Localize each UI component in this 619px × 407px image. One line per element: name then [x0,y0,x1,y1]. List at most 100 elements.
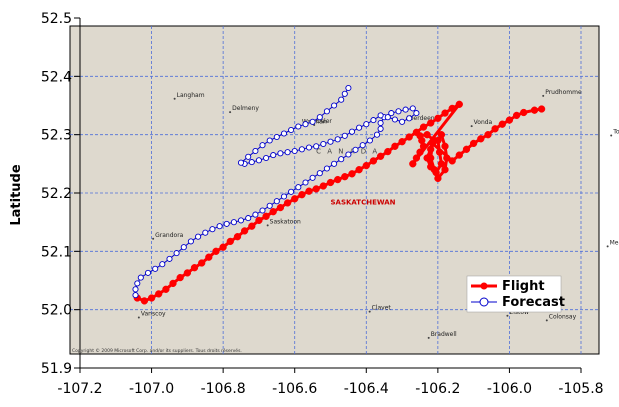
legend-label-flight: Flight [502,279,545,294]
map-place-dot [173,97,176,100]
data-point-forecast [395,108,402,115]
map-place-dot [266,224,269,227]
data-point-forecast [266,202,273,209]
data-point-forecast [399,118,406,125]
x-tick-label: -107.2 [57,381,102,397]
data-point-forecast [331,102,338,109]
data-point-forecast [166,255,173,262]
y-tick-label: 52.0 [41,303,72,319]
data-point-flight [520,108,528,117]
data-point-flight [419,123,428,131]
data-point-forecast [316,170,323,177]
data-point-flight [428,139,437,148]
data-point-flight [205,253,213,261]
data-point-forecast [134,280,141,287]
data-point-forecast [366,137,373,144]
data-point-flight [362,161,370,170]
data-point-forecast [252,147,259,155]
map-place-label: Delmeny [232,105,259,112]
data-point-forecast [273,133,280,141]
map-place-dot [545,319,548,322]
data-point-forecast [152,265,159,272]
data-point-flight [455,151,463,159]
data-point-forecast [402,106,409,113]
data-point-flight [448,157,456,165]
data-point-forecast [388,110,395,117]
data-point-forecast [216,223,223,230]
data-point-forecast [259,142,266,149]
data-point-flight [477,135,485,143]
data-point-forecast [273,198,280,205]
legend-marker-flight [480,282,488,290]
data-point-forecast [327,138,334,145]
data-point-forecast [202,229,209,236]
data-point-flight [405,133,413,141]
map-place-dot [229,111,232,114]
data-point-flight [176,273,184,282]
data-point-flight [427,154,435,162]
data-point-flight [512,111,521,120]
data-point-forecast [291,147,298,155]
data-point-forecast [341,90,348,97]
data-point-forecast [277,150,284,157]
data-point-flight [462,145,471,153]
data-point-forecast [248,159,255,166]
data-point-forecast [370,117,377,124]
map-place-label: Langham [177,92,205,99]
map-place-label: Grandora [155,232,184,239]
data-point-flight [416,132,424,140]
map-place-label: Totzke [612,129,619,136]
data-point-forecast [298,146,305,153]
y-tick-label: 52.1 [41,244,72,260]
y-tick-label: 52.4 [41,69,72,85]
x-tick-label: -106.2 [415,381,460,397]
map-place-label: Meacham [610,239,619,246]
data-point-forecast [302,121,309,128]
data-point-forecast [316,114,323,121]
data-point-forecast [137,274,144,281]
data-point-flight [198,259,206,267]
x-tick-label: -106.8 [201,381,246,397]
data-point-flight [248,222,256,230]
data-point-forecast [230,219,237,226]
data-point-forecast [334,136,341,143]
data-point-flight [469,139,478,148]
data-point-flight [305,187,313,195]
data-point-flight [212,247,220,255]
data-point-flight [283,199,292,207]
map-place-label: Bradwell [431,331,457,338]
map-place-dot [137,316,140,319]
data-point-forecast [320,140,327,148]
data-point-forecast [266,137,273,144]
data-point-forecast [288,188,295,195]
data-point-forecast [373,131,381,138]
data-point-flight [348,170,356,178]
data-point-flight [255,216,263,225]
data-point-flight [219,243,227,251]
y-tick-label: 52.2 [41,186,72,202]
series-layer [132,84,546,305]
data-point-flight [355,166,363,174]
data-point-forecast [280,130,288,137]
data-point-flight [298,191,306,199]
map-place-label: Osler [316,118,332,125]
data-point-forecast [352,146,359,153]
x-tick-label: -106.6 [272,381,317,397]
map-place-dot [542,94,545,97]
data-point-flight [435,148,444,156]
data-point-flight [498,120,506,128]
data-point-forecast [295,123,302,130]
data-point-forecast [280,193,288,200]
data-point-forecast [406,115,413,122]
data-point-forecast [331,160,338,167]
data-point-flight [291,195,299,203]
data-point-flight [326,178,335,187]
data-point-flight [437,160,446,168]
data-point-flight [384,147,392,156]
data-point-forecast [263,154,270,162]
data-point-forecast [377,119,384,127]
data-point-forecast [323,165,330,172]
data-point-forecast [173,250,180,257]
data-point-flight [398,138,406,146]
data-point-forecast [209,226,216,233]
